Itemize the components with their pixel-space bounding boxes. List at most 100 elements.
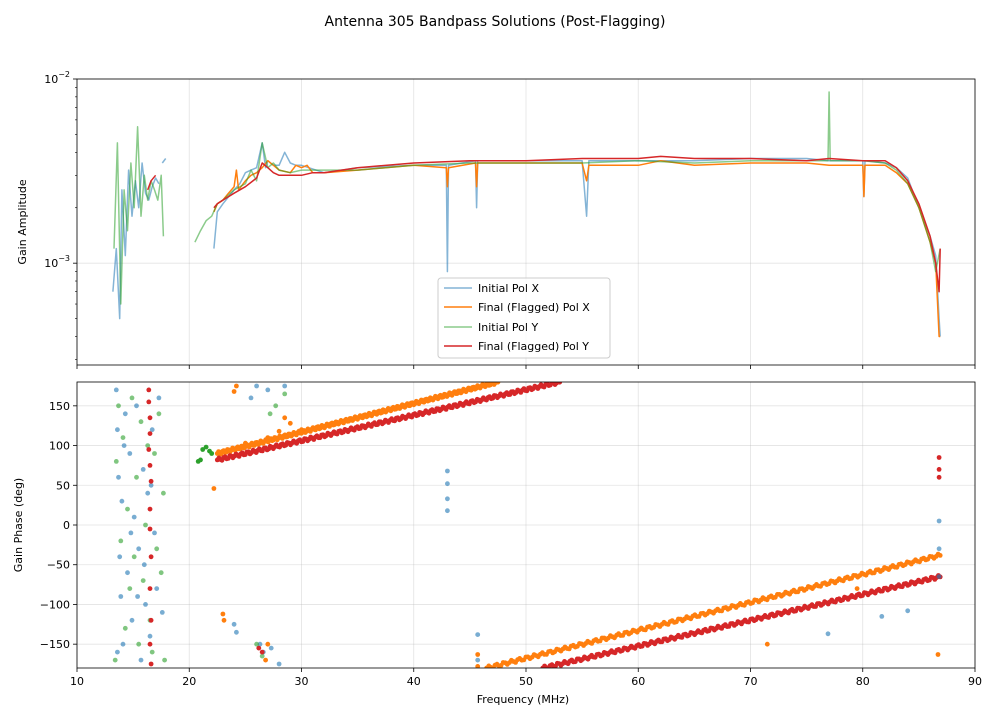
phase-point-initial_x [135,594,141,599]
series-line-final_y [146,174,157,191]
phase-point-initial_x [119,498,125,504]
phase-point-final_x [935,652,941,657]
y-tick-label: 10−3 [44,254,70,270]
phase-point-initial_x [116,474,121,480]
phase-point-final_x [937,553,943,558]
phase-point-initial_x [147,633,153,639]
phase-point-final_y [148,661,154,667]
phase-point-initial_x [115,649,120,655]
amplitude-x-ticks [76,365,976,369]
phase-y-ticks: −150 −100 −50 0 50 100 150 [40,400,77,651]
phase-point-initial_y [267,411,273,417]
phase-point-initial_x [265,387,271,393]
phase-point-final_y [147,641,153,647]
phase-point-initial_y [145,443,151,448]
phase-point-initial_y [161,490,166,496]
phase-point-initial_y [162,657,168,663]
phase-point-final_y [146,399,152,405]
phase-point-final_y [936,455,942,460]
phase-point-initial_y [154,546,160,552]
phase-point-final_y [148,617,154,623]
phase-point-initial_y [282,391,288,397]
phase-point-final_x [243,440,248,446]
phase-point-final_x [221,617,227,623]
phase-point-initial_y [156,411,162,417]
phase-point-initial_x [152,530,157,536]
phase-point-final_x [211,486,217,491]
phase-point-initial_y [149,649,155,655]
phase-point-final_x [287,420,293,426]
phase-point-initial_x [445,481,450,487]
phase-point-final_x [231,389,237,394]
phase-point-initial_x [125,570,130,576]
legend-label-initial-y: Initial Pol Y [478,321,538,334]
phase-point-final_x [495,382,501,385]
phase-point-initial_y [131,554,137,560]
phase-point-initial_x [268,645,274,651]
phase-point-initial_x [936,574,942,579]
legend-label-initial-x: Initial Pol X [478,282,539,295]
phase-point-final_x [263,657,268,663]
y-tick-label: 150 [49,400,70,413]
phase-point-final_y [147,586,153,591]
phase-point-initial_x [445,496,450,502]
phase-point-final_y [147,415,153,421]
y-tick-label: 0 [63,519,70,532]
phase-point-final_y [146,447,152,452]
amplitude-y-label: Gain Amplitude [16,179,29,264]
phase-point-initial_y [259,653,265,659]
phase-point-initial_y [273,403,279,409]
legend: Initial Pol X Final (Flagged) Pol X Init… [437,277,611,359]
phase-point-final_x [234,383,239,389]
y-tick-label: 10−2 [44,70,70,86]
phase-point-final_x [299,427,304,433]
phase-series [112,382,943,668]
phase-point-initial_x [879,614,885,619]
legend-label-final-y: Final (Flagged) Pol Y [478,340,589,353]
phase-point-final_x [276,428,282,434]
phase-point-initial_x [140,467,146,472]
phase-x-ticks: 10 20 30 40 50 60 70 80 90 [70,668,982,688]
phase-y-label: Gain Phase (deg) [12,478,25,572]
phase-point-initial_y [203,444,209,450]
phase-point-initial_x [148,482,154,488]
x-tick-label: 30 [295,675,309,688]
phase-point-initial_x [118,594,124,599]
phase-point-initial_x [234,629,239,635]
phase-point-initial_y [140,578,146,583]
phase-point-initial_y [134,474,139,480]
x-tick-label: 40 [407,675,421,688]
phase-point-final_y [256,645,262,651]
phase-point-initial_x [128,530,134,536]
phase-point-initial_x [475,657,481,663]
phase-point-initial_y [122,625,128,631]
phase-point-initial_x [231,621,237,627]
phase-point-initial_y [152,451,157,456]
phase-point-final_y [259,649,265,655]
phase-point-initial_x [129,617,135,623]
y-tick-label: 100 [49,440,70,453]
phase-point-initial_x [131,514,137,520]
phase-point-initial_y [129,395,135,401]
y-tick-label: −150 [40,638,70,651]
phase-point-initial_x [445,508,450,514]
phase-point-initial_x [127,451,133,456]
phase-point-initial_y [158,570,164,576]
phase-point-initial_x [282,383,288,389]
phase-point-initial_x [143,602,148,607]
phase-point-initial_x [475,632,481,637]
phase-point-initial_x [149,427,155,433]
phase-point-final_x [854,586,860,591]
phase-point-final_y [557,382,563,385]
phase-point-initial_x [156,395,162,401]
phase-point-initial_x [145,490,151,496]
phase-point-initial_x [905,608,911,614]
series-line-initial_y [194,91,941,273]
phase-point-initial_x [936,546,942,552]
phase-point-initial_x [117,554,123,560]
x-tick-label: 50 [519,675,533,688]
x-tick-label: 10 [70,675,84,688]
phase-point-initial_x [936,518,942,524]
